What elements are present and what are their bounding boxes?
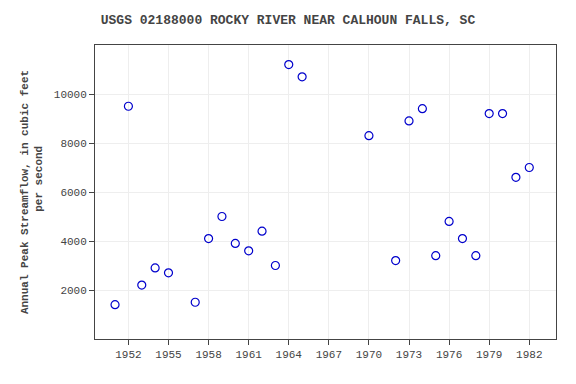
- svg-text:1955: 1955: [155, 349, 181, 361]
- svg-text:2000: 2000: [60, 285, 86, 297]
- svg-text:1967: 1967: [316, 349, 342, 361]
- svg-text:6000: 6000: [60, 187, 86, 199]
- svg-text:USGS 02188000 ROCKY RIVER NEAR: USGS 02188000 ROCKY RIVER NEAR CALHOUN F…: [101, 13, 476, 28]
- svg-text:1979: 1979: [476, 349, 502, 361]
- svg-text:Annual Peak Streamflow, in cub: Annual Peak Streamflow, in cubic feet pe…: [19, 70, 45, 314]
- svg-text:1958: 1958: [195, 349, 221, 361]
- svg-text:1982: 1982: [516, 349, 542, 361]
- svg-text:4000: 4000: [60, 236, 86, 248]
- svg-text:1964: 1964: [276, 349, 303, 361]
- svg-text:8000: 8000: [60, 138, 86, 150]
- svg-text:10000: 10000: [54, 89, 87, 101]
- svg-text:1973: 1973: [396, 349, 422, 361]
- svg-text:1961: 1961: [235, 349, 262, 361]
- svg-text:1976: 1976: [436, 349, 462, 361]
- svg-text:1970: 1970: [356, 349, 382, 361]
- svg-text:1952: 1952: [115, 349, 141, 361]
